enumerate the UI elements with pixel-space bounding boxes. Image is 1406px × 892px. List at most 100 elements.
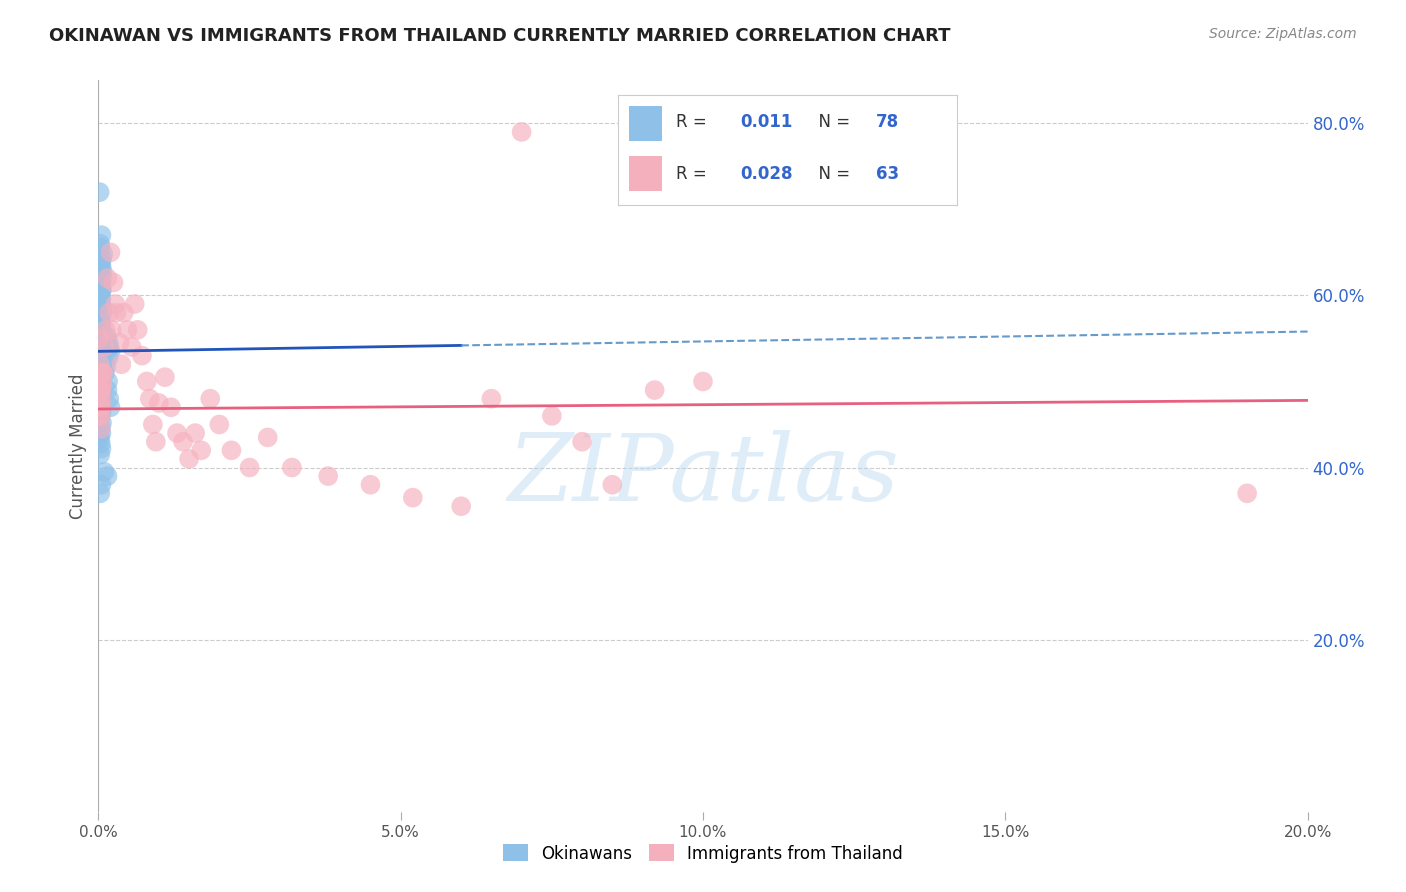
Point [98,305,121,319]
Point [510,125,533,139]
Point [90,357,112,371]
Point [93,340,115,354]
Point [160,401,183,415]
Point [90,409,112,423]
Point [316,469,339,483]
Point [184,426,207,441]
Point [90,347,112,361]
Point [90,436,112,450]
Point [90,390,112,404]
Point [90,228,112,243]
Point [124,297,146,311]
Point [90,383,112,397]
Point [108,335,131,350]
Point [91,343,114,358]
Point [90,477,112,491]
Point [602,477,624,491]
Point [166,426,188,441]
Point [97,342,120,356]
Point [644,383,666,397]
Point [90,290,112,304]
Point [100,344,122,359]
Point [89,448,111,462]
Point [281,460,304,475]
Point [90,298,112,312]
Point [89,392,111,406]
Point [142,417,165,432]
Point [179,451,201,466]
Point [208,417,231,432]
Point [127,323,149,337]
Point [100,401,122,415]
Point [97,375,120,389]
Point [90,383,112,397]
Point [256,430,278,444]
Point [131,349,153,363]
Point [89,336,111,351]
Point [100,323,122,337]
Point [96,383,118,397]
Point [89,409,111,423]
Point [153,370,176,384]
Point [93,340,115,354]
Point [90,373,112,387]
Point [90,280,112,294]
Point [89,287,111,301]
Point [103,276,125,290]
Point [91,366,114,380]
Point [481,392,503,406]
Point [98,392,121,406]
Point [135,375,157,389]
Point [145,434,167,449]
Point [90,258,112,272]
Point [89,185,111,199]
Point [1236,486,1258,500]
Point [96,469,118,483]
Point [91,378,114,392]
Point [90,366,112,380]
Point [360,477,382,491]
Point [90,385,112,400]
Point [90,333,112,347]
Point [89,410,111,425]
Point [98,338,121,352]
Point [94,323,117,337]
Point [91,323,114,337]
Point [692,375,714,389]
Point [90,272,112,286]
Point [93,465,115,479]
Point [89,236,111,251]
Point [190,443,212,458]
Text: Source: ZipAtlas.com: Source: ZipAtlas.com [1209,27,1357,41]
Point [110,357,132,371]
Point [90,421,112,435]
Point [89,357,111,371]
Text: ZIPatlas: ZIPatlas [508,430,898,520]
Point [89,267,111,281]
Point [105,305,128,319]
Point [90,426,112,441]
Point [89,486,111,500]
Point [89,364,111,378]
Point [90,260,112,275]
Point [117,323,139,337]
Point [90,442,112,456]
Point [91,247,114,261]
Point [91,305,114,319]
Point [100,245,122,260]
Point [91,416,114,430]
Point [90,285,112,299]
Point [90,241,112,255]
Point [94,366,117,380]
Point [450,500,472,514]
Point [90,309,112,323]
Point [90,368,112,383]
Point [90,319,112,334]
Point [90,340,112,354]
Point [540,409,562,423]
Point [91,366,114,380]
Point [96,271,118,285]
Point [89,312,111,326]
Point [90,401,112,415]
Point [90,303,112,318]
